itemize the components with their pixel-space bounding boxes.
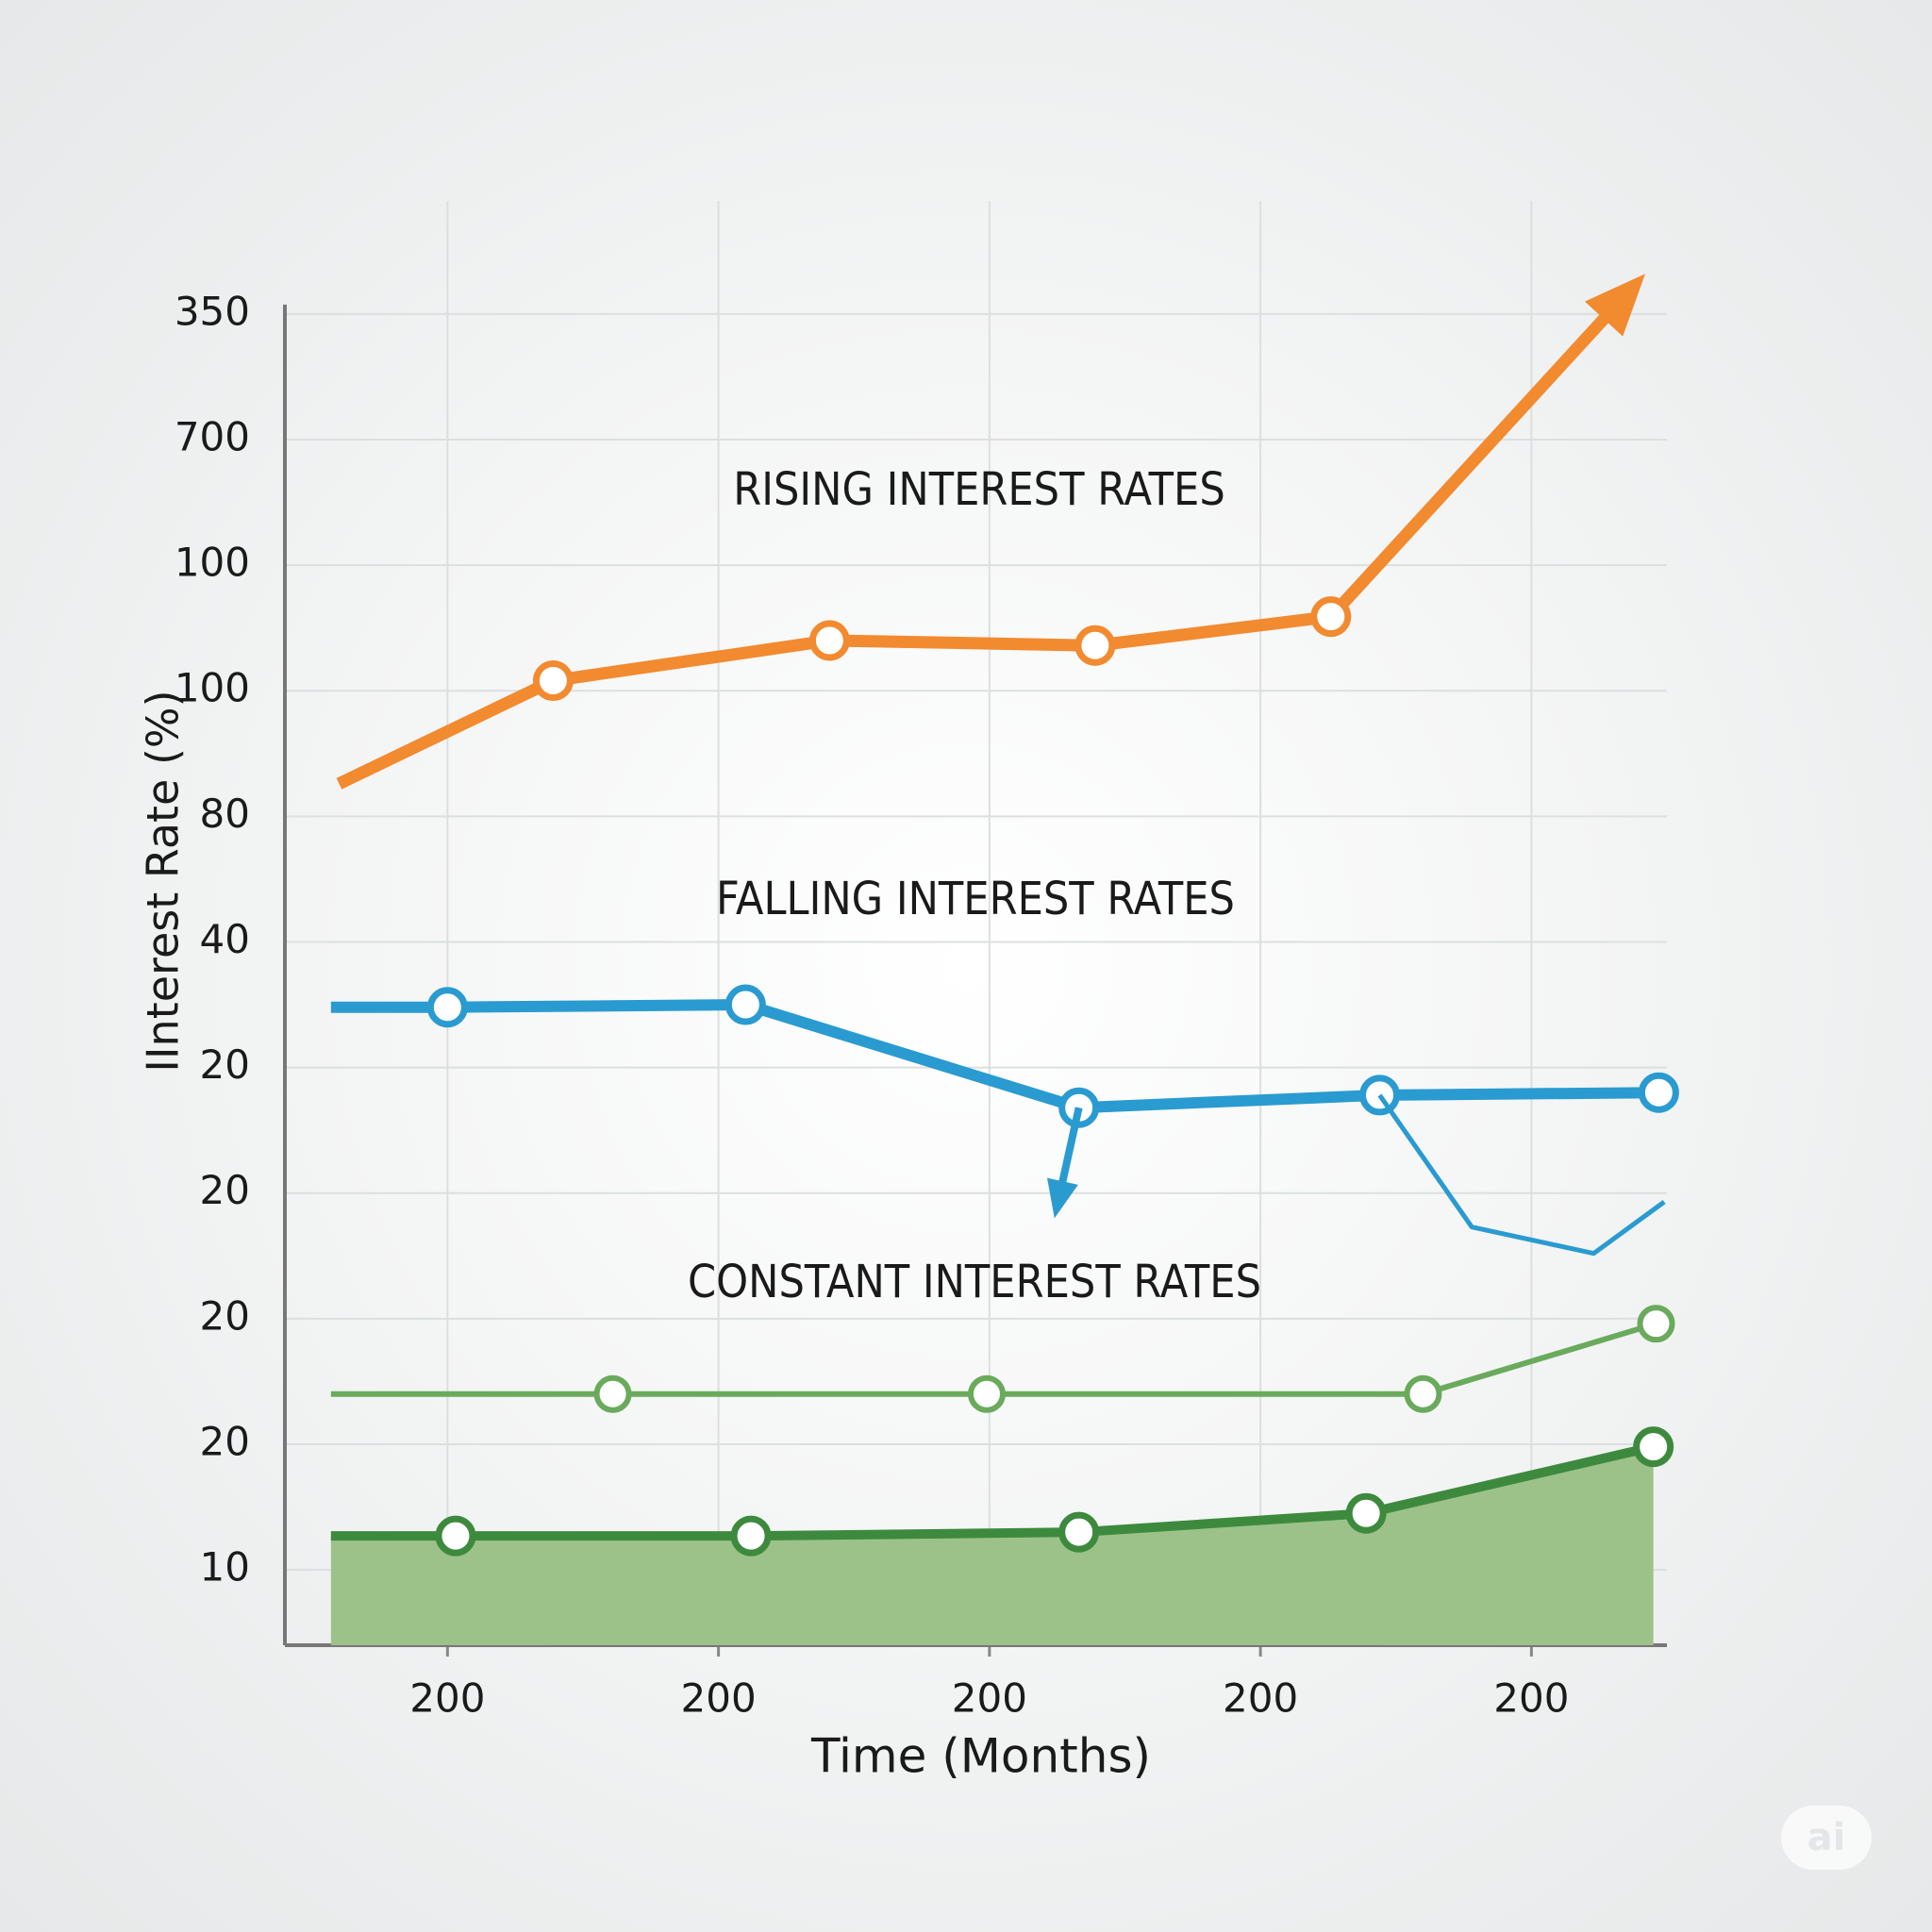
labels: 10 20 20 20 20 40 80 100 100 700 350 200 200 200 200 20…	[138, 288, 1570, 1783]
marker	[724, 984, 766, 1025]
arrow-head	[1047, 1177, 1078, 1219]
y-tick-label: 100	[175, 665, 250, 711]
marker	[1345, 1492, 1387, 1534]
watermark-badge	[1781, 1806, 1872, 1870]
arrow-head	[1584, 274, 1646, 337]
marker	[1074, 625, 1116, 666]
marker	[1058, 1511, 1100, 1553]
line	[330, 1441, 1655, 1541]
y-tick-label: 20	[200, 1167, 250, 1213]
annotation: FALLING INTEREST RATES	[716, 873, 1235, 925]
area	[330, 1446, 1654, 1645]
x-tick-label: 200	[1493, 1675, 1569, 1722]
x-tick-label: 200	[1223, 1675, 1298, 1722]
line	[336, 301, 1622, 790]
x-tick-label: 200	[681, 1675, 757, 1722]
line	[1056, 1107, 1083, 1193]
plot-area	[330, 274, 1679, 1645]
marker	[1633, 1426, 1674, 1468]
y-tick-label: 350	[175, 288, 250, 334]
marker	[1638, 1072, 1679, 1113]
x-tick-label: 200	[409, 1675, 485, 1722]
watermark: ai	[1807, 1816, 1846, 1859]
annotation: CONSTANT INTEREST RATES	[688, 1256, 1261, 1308]
marker	[730, 1515, 772, 1557]
y-tick-label: 20	[200, 1292, 250, 1339]
y-tick-label: 100	[175, 540, 250, 586]
x-tick-label: 200	[952, 1675, 1027, 1722]
y-tick-label: 700	[175, 413, 250, 459]
annotation: RISING INTEREST RATES	[733, 463, 1225, 516]
marker	[1310, 596, 1352, 638]
marker	[435, 1515, 476, 1557]
marker	[532, 660, 574, 702]
y-tick-label: 10	[200, 1544, 250, 1591]
marker	[593, 1374, 632, 1413]
marker	[1404, 1374, 1442, 1413]
y-tick-label: 20	[200, 1418, 250, 1464]
marker	[967, 1374, 1006, 1413]
y-tick-label: 80	[200, 791, 250, 837]
grid	[283, 201, 1667, 1657]
y-tick-label: 40	[200, 916, 250, 962]
marker	[426, 987, 468, 1028]
line	[1377, 1093, 1666, 1257]
x-axis-title: Time (Months)	[810, 1729, 1151, 1784]
line	[330, 999, 1659, 1114]
marker	[1637, 1305, 1675, 1343]
marker	[808, 620, 850, 661]
y-tick-label: 20	[200, 1041, 250, 1088]
y-axis-title: IInterest Rate (%)	[138, 690, 189, 1072]
